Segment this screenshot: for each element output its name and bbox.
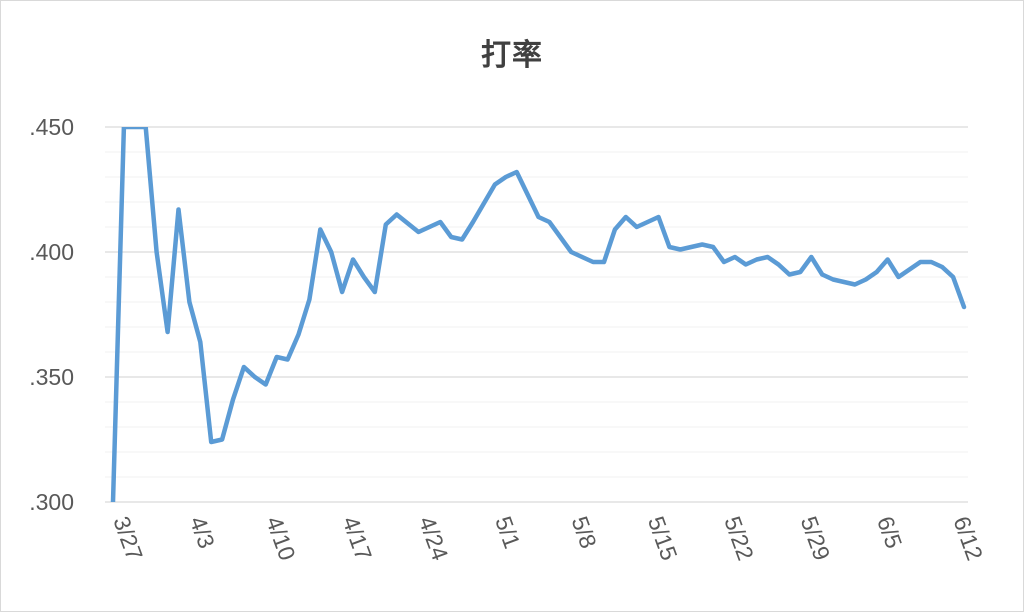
x-tick-label: 3/27 bbox=[108, 513, 148, 564]
x-tick-label: 6/5 bbox=[872, 513, 907, 552]
y-tick-label: .400 bbox=[29, 239, 74, 265]
y-tick-label: .450 bbox=[29, 114, 74, 140]
x-tick-label: 4/3 bbox=[185, 513, 220, 552]
chart-title: 打率 bbox=[481, 38, 543, 73]
x-tick-label: 5/15 bbox=[643, 513, 683, 564]
y-tick-label: .350 bbox=[29, 364, 74, 390]
minor-gridlines bbox=[105, 126, 968, 503]
x-tick-label: 6/12 bbox=[948, 513, 988, 564]
major-gridlines bbox=[105, 126, 968, 503]
x-tick-label: 5/29 bbox=[796, 513, 836, 564]
series-line bbox=[110, 127, 967, 502]
x-tick-label: 5/22 bbox=[719, 513, 759, 564]
x-tick-label: 5/8 bbox=[567, 513, 602, 552]
x-tick-label: 4/24 bbox=[414, 513, 454, 564]
x-tick-label: 5/1 bbox=[490, 513, 525, 552]
y-tick-label: .300 bbox=[29, 489, 74, 515]
y-axis: .300 .350 .400 .450 bbox=[29, 114, 74, 515]
x-axis: 3/27 4/3 4/10 4/17 4/24 5/1 5/8 5/15 5/22 5/29 6/5… bbox=[108, 513, 988, 564]
series-group bbox=[110, 127, 967, 502]
x-tick-label: 4/10 bbox=[261, 513, 301, 564]
x-tick-label: 4/17 bbox=[337, 513, 377, 564]
